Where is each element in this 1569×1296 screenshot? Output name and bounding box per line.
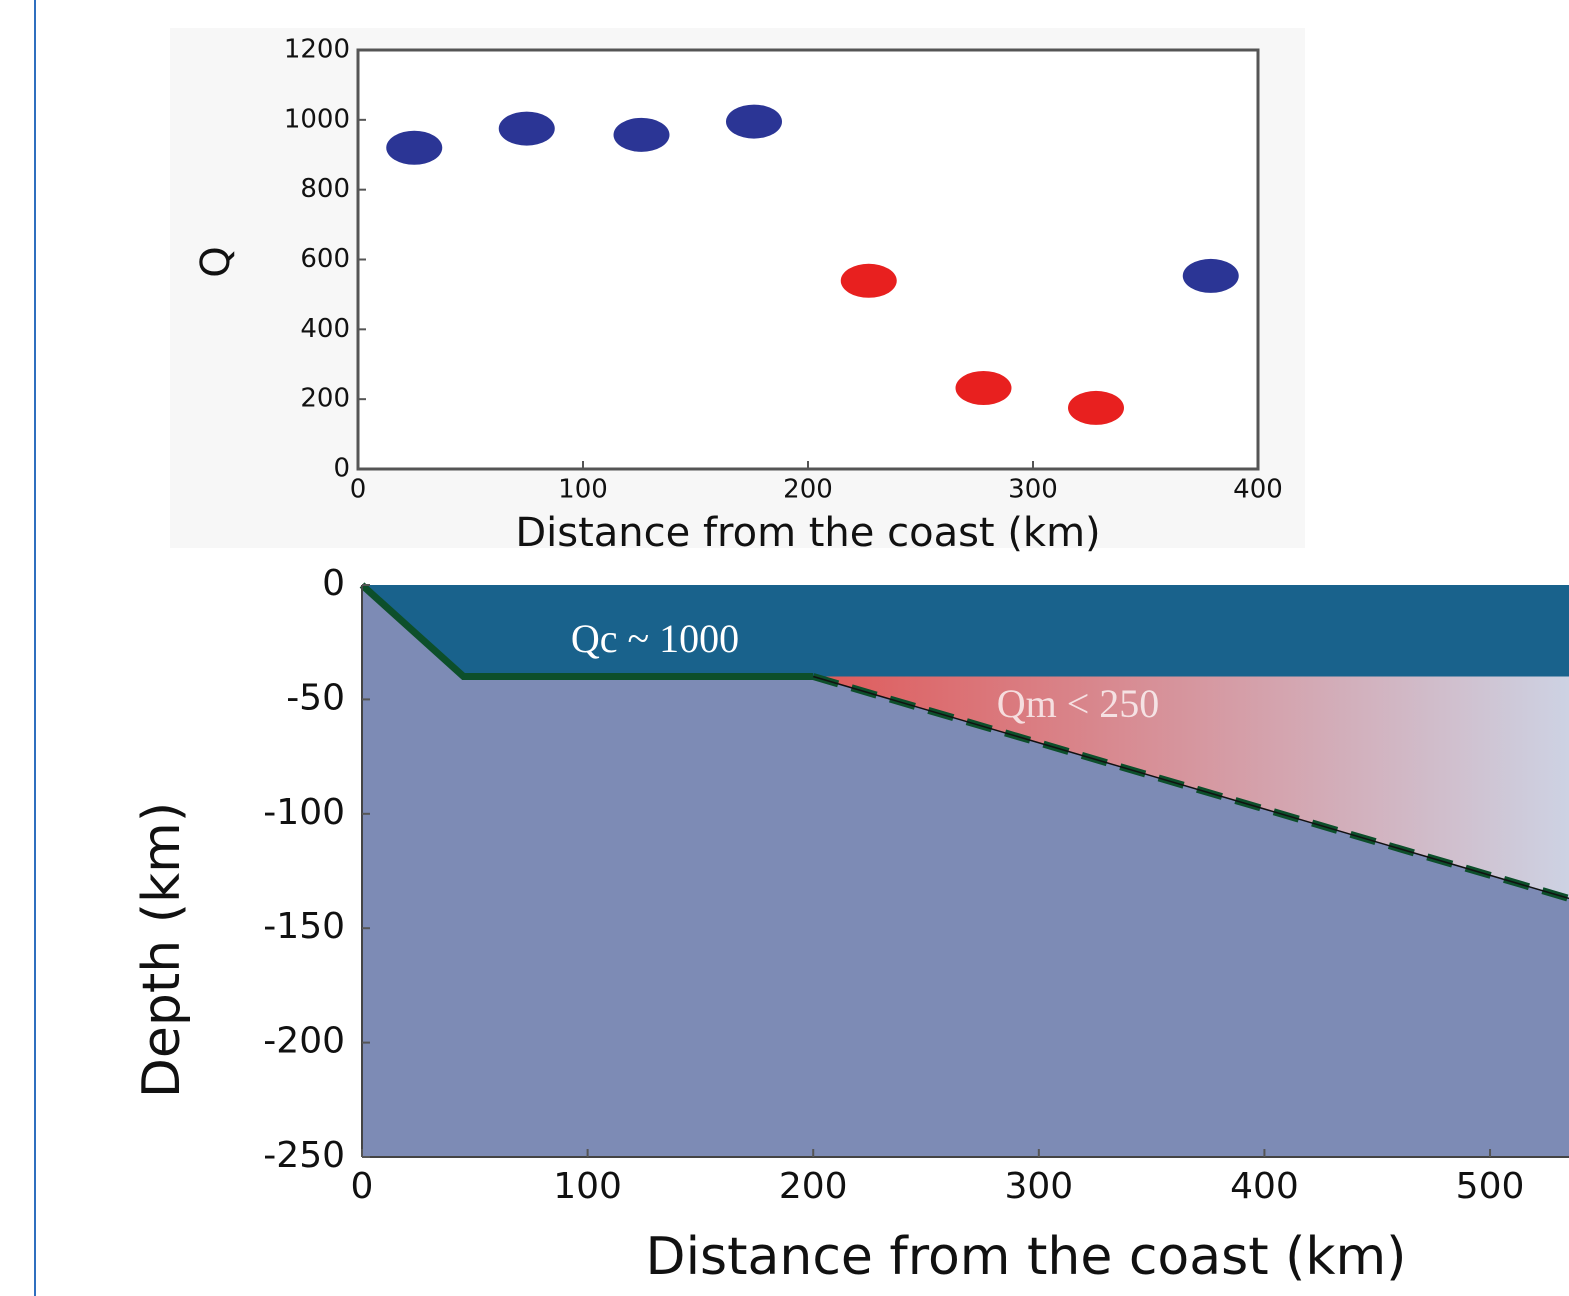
x-tick-label: 300 [1008,475,1058,505]
x-axis-label: Distance from the coast (km) [646,1227,1407,1287]
region [362,585,1569,677]
point [613,117,670,152]
point [386,130,443,165]
y-axis-label: Depth (km) [132,802,192,1098]
point [840,263,897,298]
x-tick-label: 200 [779,1166,848,1207]
point [1068,390,1124,425]
boundary-line [359,582,814,681]
y-tick-label: -250 [263,1135,345,1176]
y-tick-label: 400 [300,314,350,344]
x-tick-label: 200 [783,475,833,505]
slab-edge [813,675,1569,900]
point [498,111,555,146]
point [1182,258,1239,293]
x-tick-label: 0 [350,475,367,505]
y-tick-label: 1200 [284,35,350,65]
annotation: Qm < 250 [997,681,1160,726]
x-tick-label: 100 [558,475,608,505]
x-tick-label: 0 [351,1166,374,1207]
y-tick-label: 800 [300,174,350,204]
x-tick-label: 400 [1230,1166,1299,1207]
y-tick-label: -50 [286,677,345,718]
x-tick-label: 300 [1004,1166,1073,1207]
y-tick-label: 1000 [284,104,350,134]
y-tick-label: -100 [263,792,345,833]
point [955,370,1012,405]
x-tick-label: 500 [1456,1166,1525,1207]
y-tick-label: 0 [322,563,345,604]
region [362,585,1569,1157]
point [726,104,782,139]
y-tick-label: 600 [300,244,350,274]
annotation: Qc ~ 1000 [571,616,739,661]
y-axis-label: Q [193,246,239,277]
y-tick-label: 200 [300,384,350,414]
x-tick-label: 100 [553,1166,622,1207]
x-axis-label: Distance from the coast (km) [515,510,1100,556]
y-tick-label: -200 [263,1021,345,1062]
y-tick-label: 0 [333,454,350,484]
x-tick-label: 400 [1233,475,1283,505]
y-tick-label: -150 [263,906,345,947]
